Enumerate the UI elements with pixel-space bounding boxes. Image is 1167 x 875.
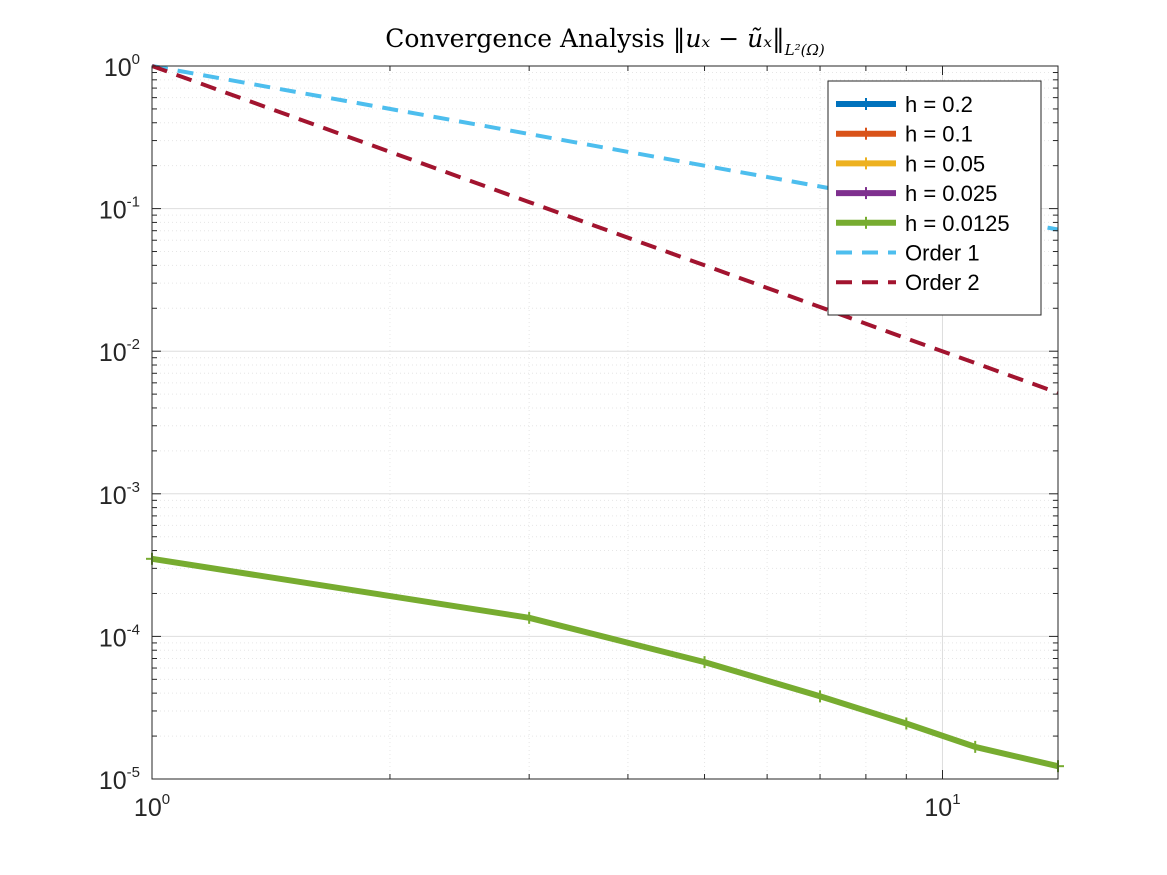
y-tick-exponent: -1	[127, 194, 140, 211]
y-tick-base: 10	[104, 54, 132, 82]
y-tick-exponent: -2	[127, 336, 140, 353]
y-tick-base: 10	[99, 482, 127, 510]
chart-title-prefix: Convergence Analysis	[385, 24, 673, 53]
chart-title-subscript: L²(Ω)	[784, 41, 825, 59]
y-tick-label: 10-4	[99, 621, 140, 652]
legend-entry: h = 0.1	[836, 122, 973, 147]
y-tick-exponent: -4	[127, 621, 140, 638]
legend-entry: h = 0.025	[836, 181, 997, 206]
legend-label: Order 2	[905, 270, 980, 295]
legend-label: h = 0.2	[905, 92, 973, 117]
x-tick-exponent: 0	[162, 791, 170, 808]
legend-entry: Order 2	[836, 270, 980, 295]
x-tick-base: 10	[134, 794, 162, 822]
legend-label: h = 0.1	[905, 122, 973, 147]
y-tick-label: 100	[104, 51, 140, 82]
tick-marks	[151, 65, 1058, 780]
y-tick-base: 10	[99, 339, 127, 367]
y-tick-label: 10-1	[99, 194, 140, 225]
legend-entry: h = 0.2	[836, 92, 973, 117]
y-tick-label: 10-2	[99, 336, 140, 367]
legend-box	[827, 80, 1042, 316]
y-tick-base: 10	[99, 197, 127, 225]
legend-label: h = 0.0125	[905, 211, 1010, 236]
x-tick-labels: 100 101	[134, 791, 961, 822]
y-tick-base: 10	[99, 624, 127, 652]
y-tick-exponent: 0	[132, 51, 140, 68]
legend-entry: Order 1	[836, 241, 980, 266]
y-tick-label: 10-3	[99, 479, 140, 510]
legend-label: h = 0.025	[905, 181, 997, 206]
y-tick-label: 10-5	[99, 764, 140, 795]
chart-title-math: ‖uₓ − ũₓ‖	[673, 24, 785, 54]
x-tick-base: 10	[924, 794, 952, 822]
data-point	[814, 690, 827, 703]
data-point	[523, 611, 536, 624]
series-line-6	[151, 64, 1059, 395]
legend-entry: h = 0.05	[836, 151, 985, 176]
data-point	[900, 717, 913, 730]
legend-entry: h = 0.0125	[836, 211, 1010, 236]
legend: h = 0.2 h = 0.1 h = 0.05 h = 0.025 h = 0.012…	[827, 80, 1042, 316]
x-tick-label: 100	[134, 791, 170, 822]
x-tick-exponent: 1	[952, 791, 960, 808]
data-point	[969, 740, 982, 753]
axes-box	[151, 65, 1059, 780]
data-point	[698, 656, 711, 669]
legend-label: h = 0.05	[905, 151, 985, 176]
y-tick-base: 10	[99, 767, 127, 795]
y-tick-exponent: -3	[127, 479, 140, 496]
legend-label: Order 1	[905, 241, 980, 266]
legend-entries: h = 0.2 h = 0.1 h = 0.05 h = 0.025 h = 0.012…	[836, 92, 1010, 295]
x-tick-label: 101	[924, 791, 960, 822]
y-tick-exponent: -5	[127, 764, 140, 781]
chart-title: Convergence Analysis ‖uₓ − ũₓ‖L²(Ω)	[385, 24, 825, 59]
